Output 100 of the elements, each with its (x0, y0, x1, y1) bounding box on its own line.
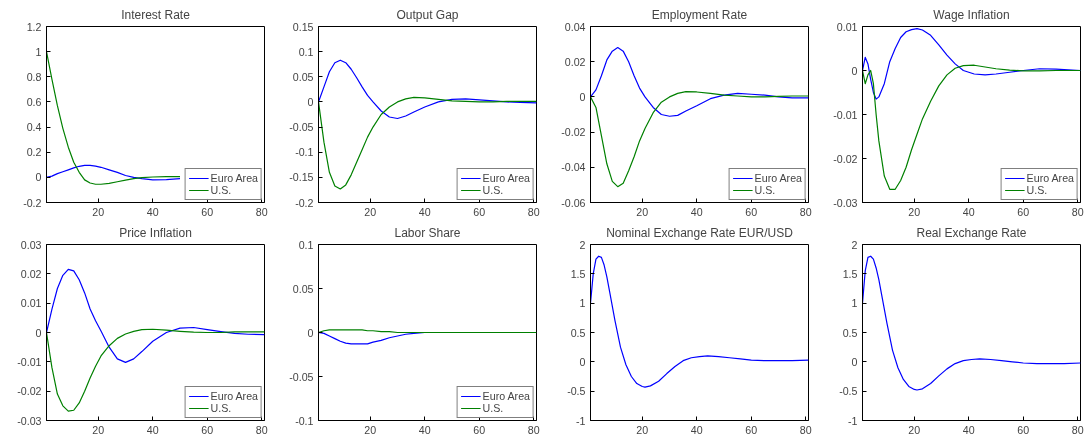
chart-title: Nominal Exchange Rate EUR/USD (606, 225, 794, 240)
y-tick-label: 0.05 (292, 70, 314, 83)
y-tick-label: -0.01 (17, 355, 42, 368)
y-tick-label: 0.1 (298, 45, 314, 58)
y-tick-label: 2 (579, 238, 586, 251)
x-tick-label: 80 (799, 423, 812, 436)
x-tick-label: 20 (636, 205, 649, 218)
x-tick-label: 60 (1017, 205, 1030, 218)
chart-title: Employment Rate (651, 7, 748, 22)
y-tick-label: 0 (35, 171, 42, 184)
x-tick-label: 60 (201, 423, 214, 436)
legend-label: U.S. (482, 402, 504, 414)
y-tick-label: -0.03 (833, 196, 858, 209)
y-tick-label: 0 (851, 355, 858, 368)
y-tick-label: -0.15 (289, 171, 314, 184)
y-tick-label: 0.5 (842, 326, 858, 339)
y-tick-label: 0.6 (26, 95, 42, 108)
x-tick-label: 20 (92, 423, 105, 436)
legend-label: Euro Area (482, 390, 530, 402)
y-tick-label: -0.5 (567, 385, 586, 398)
y-tick-label: 1 (35, 45, 42, 58)
y-tick-label: -0.1 (295, 146, 314, 159)
y-tick-label: -0.02 (561, 126, 586, 139)
chart-title: Labor Share (394, 225, 461, 240)
y-tick-label: 0.05 (292, 282, 314, 295)
x-tick-label: 40 (146, 205, 159, 218)
y-tick-label: 1 (579, 297, 586, 310)
y-tick-label: 0.5 (570, 326, 586, 339)
x-tick-label: 40 (418, 423, 431, 436)
y-tick-label: 0 (851, 64, 858, 77)
y-tick-label: -1 (848, 414, 858, 427)
y-tick-label: 0 (307, 326, 314, 339)
legend-label: U.S. (1026, 184, 1048, 196)
y-tick-label: -0.06 (561, 196, 586, 209)
y-tick-label: 0 (579, 355, 586, 368)
x-tick-label: 80 (255, 205, 268, 218)
y-tick-label: -0.2 (295, 196, 314, 209)
y-tick-label: 0 (579, 90, 586, 103)
legend-label: U.S. (482, 184, 504, 196)
y-tick-label: 1.5 (570, 267, 586, 280)
legend-label: Euro Area (1026, 172, 1074, 184)
y-tick-label: 0.02 (564, 55, 586, 68)
y-tick-label: 0.2 (26, 146, 42, 159)
x-tick-label: 20 (364, 205, 377, 218)
legend-label: Euro Area (754, 172, 802, 184)
chart-title: Wage Inflation (933, 7, 1010, 22)
y-tick-label: 1 (851, 297, 858, 310)
x-tick-label: 20 (364, 423, 377, 436)
x-tick-label: 60 (473, 205, 486, 218)
x-tick-label: 60 (201, 205, 214, 218)
x-tick-label: 80 (799, 205, 812, 218)
y-tick-label: 0.02 (20, 267, 42, 280)
legend-label: U.S. (210, 402, 232, 414)
y-tick-label: 0.01 (836, 20, 858, 33)
y-tick-label: 0.4 (26, 121, 42, 134)
chart-title: Interest Rate (121, 7, 191, 22)
chart-title: Price Inflation (119, 225, 192, 240)
x-tick-label: 20 (908, 205, 921, 218)
x-tick-label: 20 (636, 423, 649, 436)
x-tick-label: 60 (745, 205, 758, 218)
y-tick-label: 0.1 (298, 238, 314, 251)
y-tick-label: -0.01 (833, 108, 858, 121)
y-tick-label: -0.05 (289, 370, 314, 383)
legend-label: Euro Area (482, 172, 530, 184)
x-tick-label: 80 (255, 423, 268, 436)
y-tick-label: -0.05 (289, 121, 314, 134)
x-tick-label: 40 (962, 205, 975, 218)
y-tick-label: 0.04 (564, 20, 586, 33)
chart-title: Real Exchange Rate (916, 225, 1027, 240)
y-tick-label: -1 (576, 414, 586, 427)
chart-title: Output Gap (396, 7, 459, 22)
x-tick-label: 80 (1071, 205, 1084, 218)
y-tick-label: -0.04 (561, 161, 586, 174)
x-tick-label: 80 (1071, 423, 1084, 436)
legend-label: Euro Area (210, 172, 258, 184)
y-tick-label: 2 (851, 238, 858, 251)
y-tick-label: -0.2 (23, 196, 42, 209)
y-tick-label: 1.5 (842, 267, 858, 280)
y-tick-label: 0.8 (26, 70, 42, 83)
y-tick-label: 1.2 (26, 20, 42, 33)
y-tick-label: -0.03 (17, 414, 42, 427)
y-tick-label: -0.02 (17, 385, 42, 398)
x-tick-label: 20 (92, 205, 105, 218)
x-tick-label: 40 (690, 423, 703, 436)
y-tick-label: 0.15 (292, 20, 314, 33)
x-tick-label: 80 (527, 423, 540, 436)
y-tick-label: -0.1 (295, 414, 314, 427)
x-tick-label: 60 (1017, 423, 1030, 436)
y-tick-label: 0.03 (20, 238, 42, 251)
x-tick-label: 40 (418, 205, 431, 218)
x-tick-label: 40 (146, 423, 159, 436)
y-tick-label: 0 (307, 95, 314, 108)
y-tick-label: -0.02 (833, 152, 858, 165)
x-tick-label: 80 (527, 205, 540, 218)
y-tick-label: -0.5 (839, 385, 858, 398)
y-tick-label: 0.01 (20, 297, 42, 310)
legend-label: U.S. (754, 184, 776, 196)
x-tick-label: 40 (690, 205, 703, 218)
x-tick-label: 60 (745, 423, 758, 436)
x-tick-label: 20 (908, 423, 921, 436)
